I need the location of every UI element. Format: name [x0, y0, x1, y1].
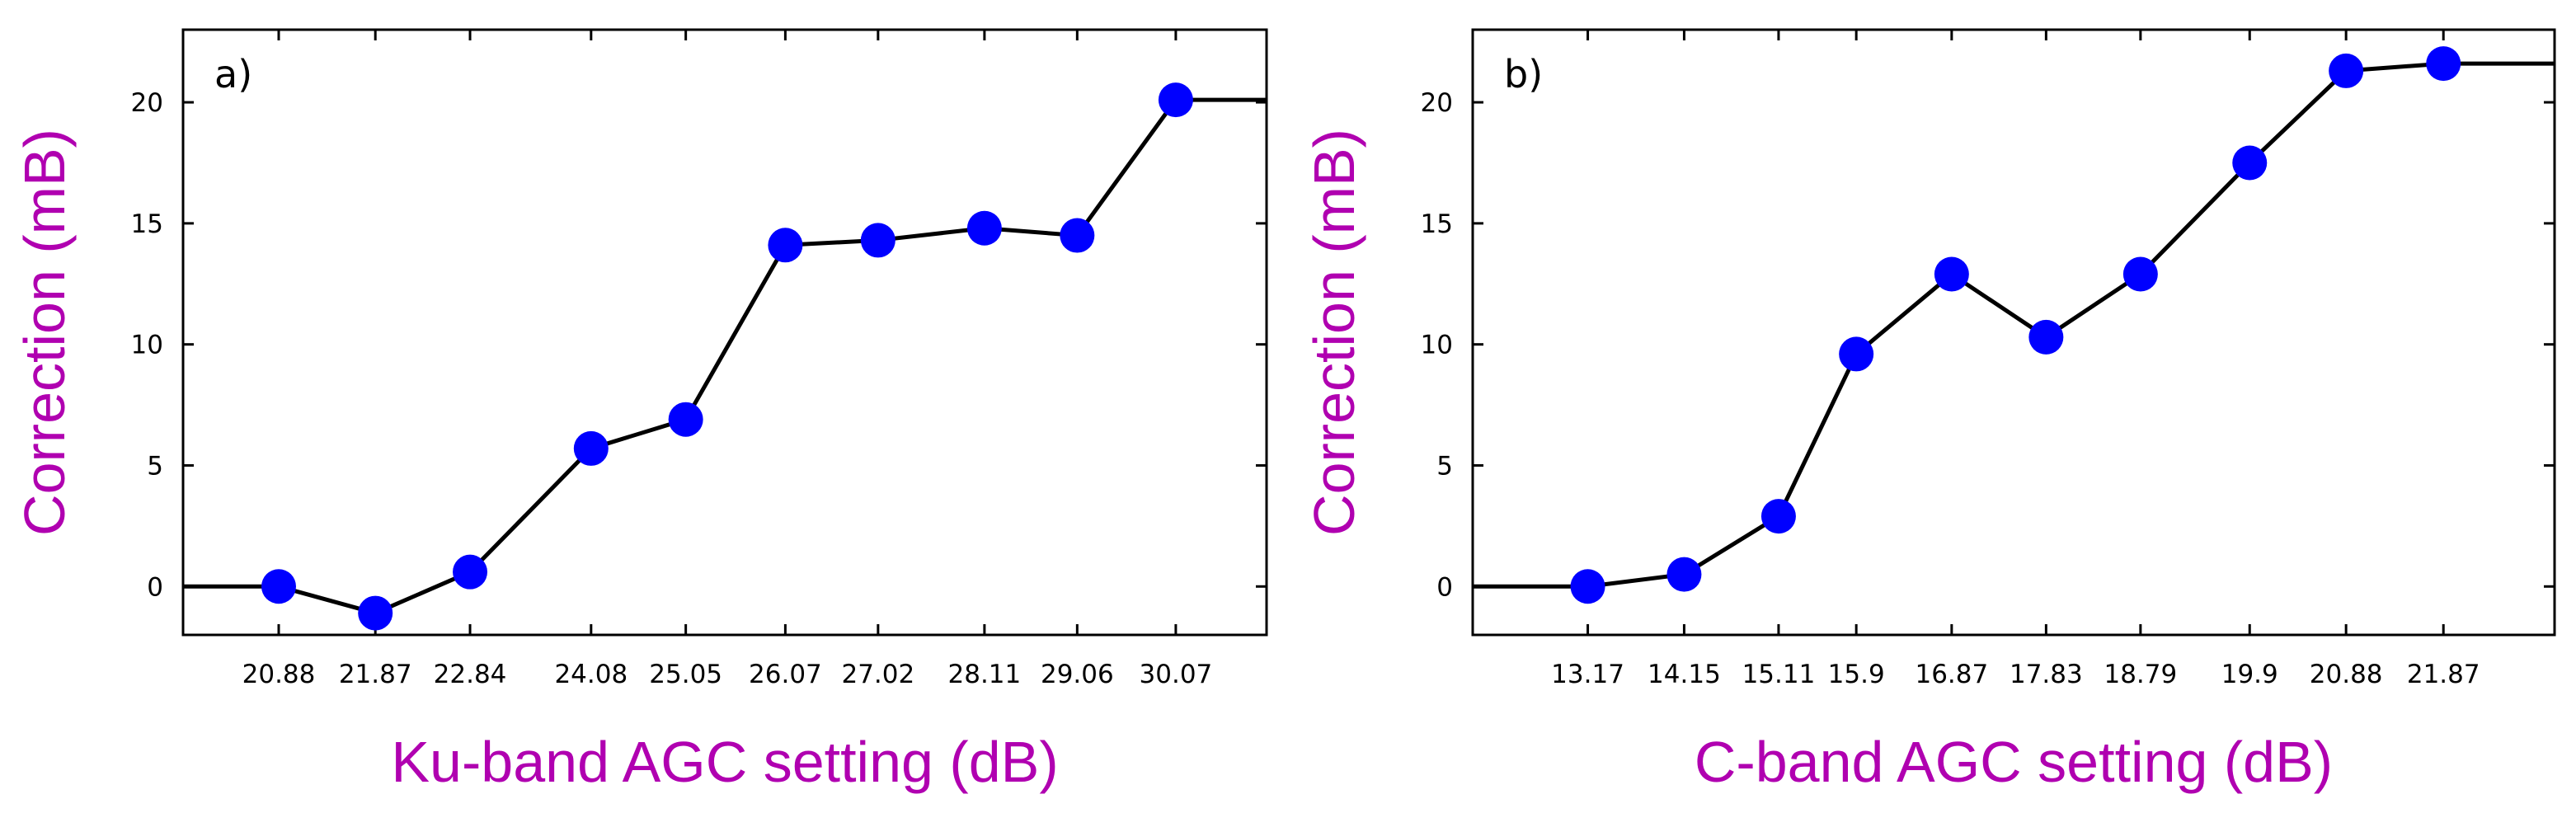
- x-axis-label: C-band AGC setting (dB): [1695, 730, 2333, 794]
- x-tick-label: 29.06: [1041, 660, 1114, 689]
- x-tick-label: 13.17: [1551, 660, 1624, 689]
- panel-label: a): [214, 52, 252, 96]
- x-tick-label: 20.88: [242, 660, 316, 689]
- y-tick-label: 0: [147, 572, 163, 602]
- x-tick-label: 18.79: [2104, 660, 2177, 689]
- plot-frame: [1471, 28, 2556, 637]
- x-tick-label: 19.9: [2221, 660, 2278, 689]
- x-axis-label: Ku-band AGC setting (dB): [391, 730, 1058, 794]
- data-point: [2028, 319, 2064, 355]
- x-tick-label: 16.87: [1915, 660, 1988, 689]
- y-tick-label: 20: [1421, 88, 1453, 118]
- data-point: [1934, 256, 1969, 292]
- data-point: [1060, 218, 1095, 253]
- x-tick-label: 30.07: [1140, 660, 1213, 689]
- series-line: [1473, 61, 2555, 589]
- y-axis-label: Correction (mB): [12, 129, 77, 536]
- x-tick-label: 21.87: [2407, 660, 2480, 689]
- x-tick-label: 20.88: [2310, 660, 2383, 689]
- x-tick-label: 24.08: [554, 660, 628, 689]
- data-point: [453, 554, 488, 590]
- data-point: [1666, 557, 1702, 592]
- data-point: [768, 228, 803, 263]
- plot-frame: [181, 28, 1268, 637]
- x-tick-label: 28.11: [948, 660, 1022, 689]
- y-tick-label: 0: [1436, 572, 1453, 602]
- data-point: [573, 430, 609, 466]
- data-point: [2426, 46, 2461, 82]
- y-axis-label: Correction (mB): [1302, 129, 1366, 536]
- y-tick-label: 15: [131, 209, 163, 239]
- y-tick-label: 15: [1421, 209, 1453, 239]
- chart-panel-b: 0 5 10 15 20 13.17 14.15 15.11 15.9 16.87 17.83 18.…: [1302, 28, 2556, 794]
- data-point: [1760, 499, 1796, 534]
- y-tick-label: 10: [131, 331, 163, 360]
- data-point: [2232, 145, 2268, 181]
- y-tick-label: 10: [1421, 331, 1453, 360]
- x-tick-label: 14.15: [1648, 660, 1721, 689]
- data-point: [668, 402, 703, 437]
- panel-label: b): [1504, 52, 1543, 96]
- x-tick-label: 21.87: [339, 660, 412, 689]
- x-tick-label: 15.9: [1828, 660, 1885, 689]
- chart-panel-a: 0 5 10 15 20 20.88 21.87 22.84 24.08 25.05 26.07 27…: [12, 28, 1268, 794]
- x-tick-label: 17.83: [2010, 660, 2083, 689]
- data-point: [2329, 53, 2364, 88]
- y-tick-label: 20: [131, 88, 163, 118]
- x-tick-label: 25.05: [649, 660, 722, 689]
- series-line: [183, 97, 1267, 616]
- data-point: [860, 223, 895, 258]
- data-point: [2122, 256, 2158, 292]
- data-point: [358, 595, 393, 631]
- data-point: [1570, 569, 1605, 604]
- y-tick-label: 5: [147, 451, 163, 481]
- x-tick-label: 27.02: [841, 660, 914, 689]
- y-tick-label: 5: [1436, 451, 1453, 481]
- x-tick-label: 15.11: [1742, 660, 1816, 689]
- data-point: [1158, 82, 1193, 118]
- x-tick-label: 26.07: [749, 660, 822, 689]
- x-tick-label: 22.84: [434, 660, 507, 689]
- data-point: [261, 569, 297, 604]
- data-point: [1839, 336, 1874, 372]
- data-point: [966, 210, 1002, 246]
